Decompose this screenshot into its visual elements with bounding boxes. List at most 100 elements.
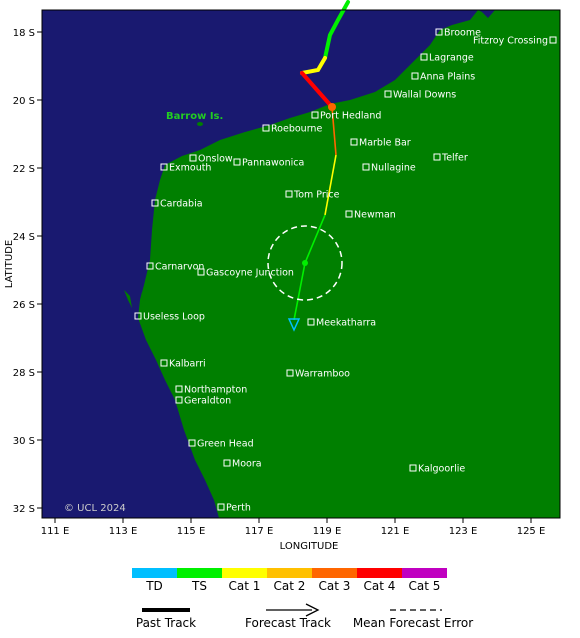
forecast-end-marker [287, 318, 301, 332]
legend-swatch [312, 568, 357, 578]
place-label: Wallal Downs [393, 90, 456, 101]
place-marker [420, 53, 428, 61]
place-label: Marble Bar [359, 138, 411, 149]
track-cat1 [300, 56, 327, 75]
place-marker [549, 36, 557, 44]
place-marker [350, 138, 358, 146]
place-label: Northampton [184, 385, 247, 396]
place-label: Nullagine [371, 163, 416, 174]
place-label: Geraldton [184, 396, 231, 407]
place-label: Exmouth [169, 163, 211, 174]
place-label: Roebourne [271, 124, 322, 135]
map-frame [41, 9, 561, 519]
place-label: Perth [226, 503, 251, 514]
place-marker [146, 262, 154, 270]
place-marker [160, 163, 168, 171]
place-label: Carnarvon [155, 262, 204, 273]
forecast-arrowhead [305, 603, 320, 617]
place-label: Green Head [197, 439, 254, 450]
x-axis-label: LONGITUDE [280, 541, 339, 552]
place-label: Onslow [198, 154, 233, 165]
place-marker [362, 163, 370, 171]
legend-label: Cat 3 [319, 579, 351, 593]
place-label: Newman [354, 210, 396, 221]
place-label: Pannawonica [242, 158, 304, 169]
legend-swatch [177, 568, 222, 578]
place-marker [433, 153, 441, 161]
x-tick-label: 125 E [517, 526, 546, 537]
y-tick-label: 30 S [13, 436, 35, 447]
forecast-track-label: Forecast Track [245, 616, 331, 630]
error-label: Mean Forecast Error [353, 616, 473, 630]
place-marker [409, 464, 417, 472]
x-tick-label: 123 E [449, 526, 478, 537]
copyright: © UCL 2024 [64, 503, 126, 514]
place-marker [175, 396, 183, 404]
place-marker [217, 503, 225, 511]
place-label: Broome [444, 28, 481, 39]
place-marker [384, 90, 392, 98]
current-position [328, 103, 336, 111]
x-tick-label: 113 E [109, 526, 138, 537]
legend-swatch [357, 568, 402, 578]
place-marker [345, 210, 353, 218]
y-tick-label: 32 S [13, 504, 35, 515]
place-label: Port Hedland [320, 111, 381, 122]
legend-label: Cat 5 [409, 579, 441, 593]
shark-bay-land [124, 290, 147, 312]
y-axis-label: LATITUDE [4, 240, 15, 288]
place-marker [411, 72, 419, 80]
place-label: Useless Loop [143, 312, 205, 323]
forecast-cat1 [324, 154, 337, 216]
x-tick-label: 121 E [381, 526, 410, 537]
place-marker [188, 439, 196, 447]
place-marker [286, 369, 294, 377]
y-tick-label: 18 S [13, 28, 35, 39]
land [138, 10, 560, 518]
past-track-label: Past Track [136, 616, 196, 630]
place-label: Cardabia [160, 199, 203, 210]
x-tick-label: 117 E [245, 526, 274, 537]
forecast-point [302, 260, 308, 266]
place-label: Telfer [441, 153, 468, 164]
y-tick-label: 24 S [13, 232, 35, 243]
place-label: Moora [232, 459, 262, 470]
y-tick-label: 26 S [13, 300, 35, 311]
place-marker [160, 359, 168, 367]
place-marker [262, 124, 270, 132]
forecast-cat3 [331, 106, 337, 156]
place-label: Anna Plains [420, 72, 475, 83]
legend-swatch [222, 568, 267, 578]
place-label: Gascoyne Junction [206, 268, 294, 279]
place-label: Tom Price [293, 190, 340, 201]
place-marker [223, 459, 231, 467]
place-marker [189, 154, 197, 162]
x-tick-label: 119 E [313, 526, 342, 537]
place-label: Lagrange [429, 53, 474, 64]
place-label: Warramboo [295, 369, 350, 380]
y-tick-label: 20 S [13, 96, 35, 107]
past-track [300, 0, 350, 109]
legend-label: Cat 2 [274, 579, 306, 593]
island-label: Barrow Is. [166, 111, 223, 122]
legend-label: Cat 4 [364, 579, 396, 593]
x-tick-label: 111 E [41, 526, 70, 537]
place-marker [311, 111, 319, 119]
y-tick-label: 22 S [13, 164, 35, 175]
place-marker [233, 158, 241, 166]
place-marker [151, 199, 159, 207]
legend-swatch [267, 568, 312, 578]
place-marker [134, 312, 142, 320]
place-label: Kalgoorlie [418, 464, 465, 475]
x-tick-label: 115 E [177, 526, 206, 537]
track-ts [323, 0, 350, 60]
place-marker [435, 28, 443, 36]
place-marker [285, 190, 293, 198]
legend-swatch [402, 568, 447, 578]
legend-swatch [132, 568, 177, 578]
y-tick-label: 28 S [13, 368, 35, 379]
place-label: Meekatharra [316, 318, 376, 329]
legend-label: TS [191, 579, 207, 593]
